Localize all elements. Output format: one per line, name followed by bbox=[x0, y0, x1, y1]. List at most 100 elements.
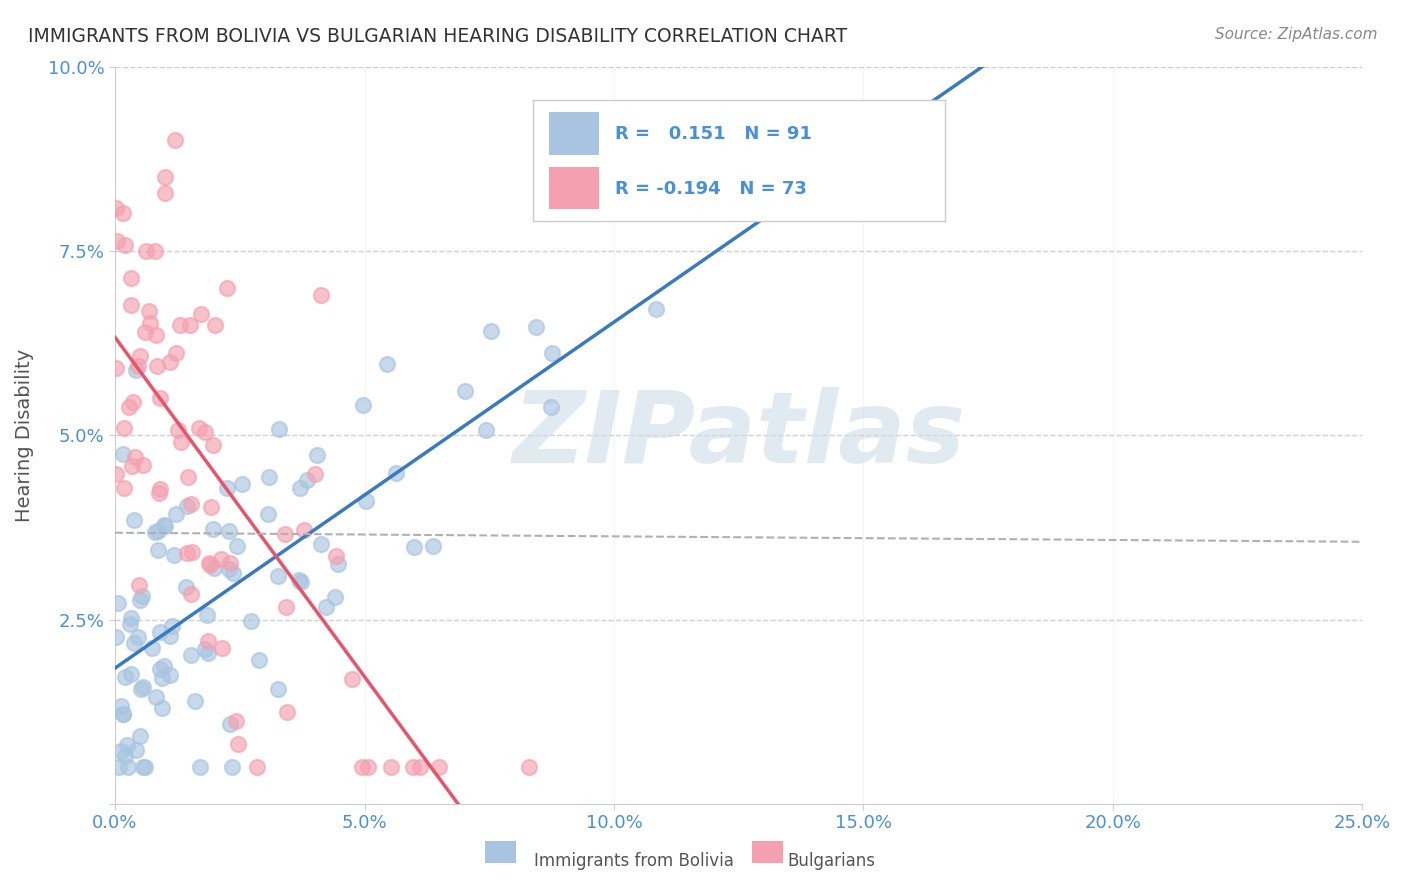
Point bbox=[215, 281, 238, 295]
Point bbox=[179, 318, 201, 332]
Point bbox=[114, 748, 136, 763]
Point bbox=[139, 316, 162, 330]
Point bbox=[153, 518, 176, 533]
Point bbox=[201, 523, 224, 537]
Point bbox=[181, 544, 204, 558]
Point bbox=[352, 398, 374, 412]
Point bbox=[257, 508, 280, 522]
Point bbox=[121, 459, 143, 474]
Point bbox=[153, 170, 176, 185]
Point bbox=[110, 699, 132, 714]
Point bbox=[129, 349, 152, 363]
Point bbox=[385, 467, 408, 481]
Point bbox=[114, 670, 136, 684]
Point bbox=[257, 469, 280, 483]
Point bbox=[143, 244, 166, 258]
Point bbox=[177, 470, 200, 484]
Point bbox=[160, 619, 183, 633]
Point bbox=[276, 600, 298, 615]
Point bbox=[292, 523, 315, 537]
Point bbox=[225, 714, 247, 728]
Bar bbox=[485, 841, 516, 863]
Point bbox=[218, 716, 240, 731]
Point bbox=[159, 354, 181, 368]
Point bbox=[309, 537, 332, 551]
Point bbox=[120, 617, 142, 632]
Point bbox=[104, 630, 127, 644]
Point bbox=[115, 738, 138, 752]
Point bbox=[402, 760, 425, 774]
Point bbox=[129, 593, 152, 607]
Point bbox=[149, 482, 172, 496]
Point bbox=[307, 448, 329, 462]
Point bbox=[141, 640, 163, 655]
Point bbox=[127, 359, 149, 374]
Point bbox=[122, 636, 145, 650]
Bar bbox=[752, 841, 783, 863]
Point bbox=[231, 476, 253, 491]
Point bbox=[134, 760, 156, 774]
Point bbox=[187, 420, 209, 434]
Point bbox=[288, 574, 311, 588]
Point bbox=[145, 359, 167, 373]
Point bbox=[148, 486, 170, 500]
Point bbox=[540, 400, 562, 414]
Point bbox=[315, 599, 337, 614]
Point bbox=[340, 672, 363, 686]
Point bbox=[107, 596, 129, 610]
Point bbox=[146, 524, 169, 538]
Point bbox=[226, 737, 249, 751]
Point bbox=[150, 672, 173, 686]
Point bbox=[105, 234, 128, 248]
Point bbox=[132, 680, 155, 694]
Point bbox=[180, 497, 202, 511]
Point bbox=[159, 630, 181, 644]
Point bbox=[129, 729, 152, 743]
Point bbox=[153, 519, 176, 533]
Point bbox=[169, 318, 191, 332]
Text: Bulgarians: Bulgarians bbox=[787, 852, 876, 870]
Point bbox=[409, 760, 432, 774]
Point bbox=[326, 557, 349, 571]
Text: ZIPatlas: ZIPatlas bbox=[512, 387, 966, 483]
Point bbox=[354, 493, 377, 508]
Point bbox=[121, 395, 143, 409]
Point bbox=[162, 548, 184, 562]
Point bbox=[475, 423, 498, 437]
Point bbox=[429, 760, 451, 774]
Point bbox=[112, 481, 135, 495]
Point bbox=[134, 326, 156, 340]
Point bbox=[323, 590, 346, 604]
Point bbox=[129, 681, 152, 696]
Point bbox=[120, 271, 142, 285]
Point bbox=[145, 328, 167, 343]
Point bbox=[219, 556, 242, 570]
Point bbox=[198, 558, 221, 573]
Point bbox=[197, 646, 219, 660]
Point bbox=[112, 421, 135, 435]
Point bbox=[135, 244, 157, 259]
Point bbox=[145, 690, 167, 705]
Point bbox=[524, 320, 547, 334]
Point bbox=[454, 384, 477, 398]
Point bbox=[174, 580, 197, 594]
Point bbox=[149, 663, 172, 677]
Point bbox=[104, 201, 127, 215]
Point bbox=[197, 634, 219, 648]
Point bbox=[380, 760, 402, 774]
Point bbox=[267, 682, 290, 697]
Point bbox=[131, 760, 153, 774]
Point bbox=[198, 556, 221, 570]
Point bbox=[131, 589, 153, 603]
Point bbox=[104, 360, 127, 375]
Point bbox=[127, 630, 149, 644]
Point bbox=[479, 324, 502, 338]
Point bbox=[150, 701, 173, 715]
Point bbox=[128, 578, 150, 592]
Point bbox=[149, 392, 172, 406]
Point bbox=[111, 707, 134, 722]
Point bbox=[143, 524, 166, 539]
Point bbox=[200, 500, 222, 515]
Point bbox=[267, 569, 290, 583]
Point bbox=[202, 561, 225, 575]
